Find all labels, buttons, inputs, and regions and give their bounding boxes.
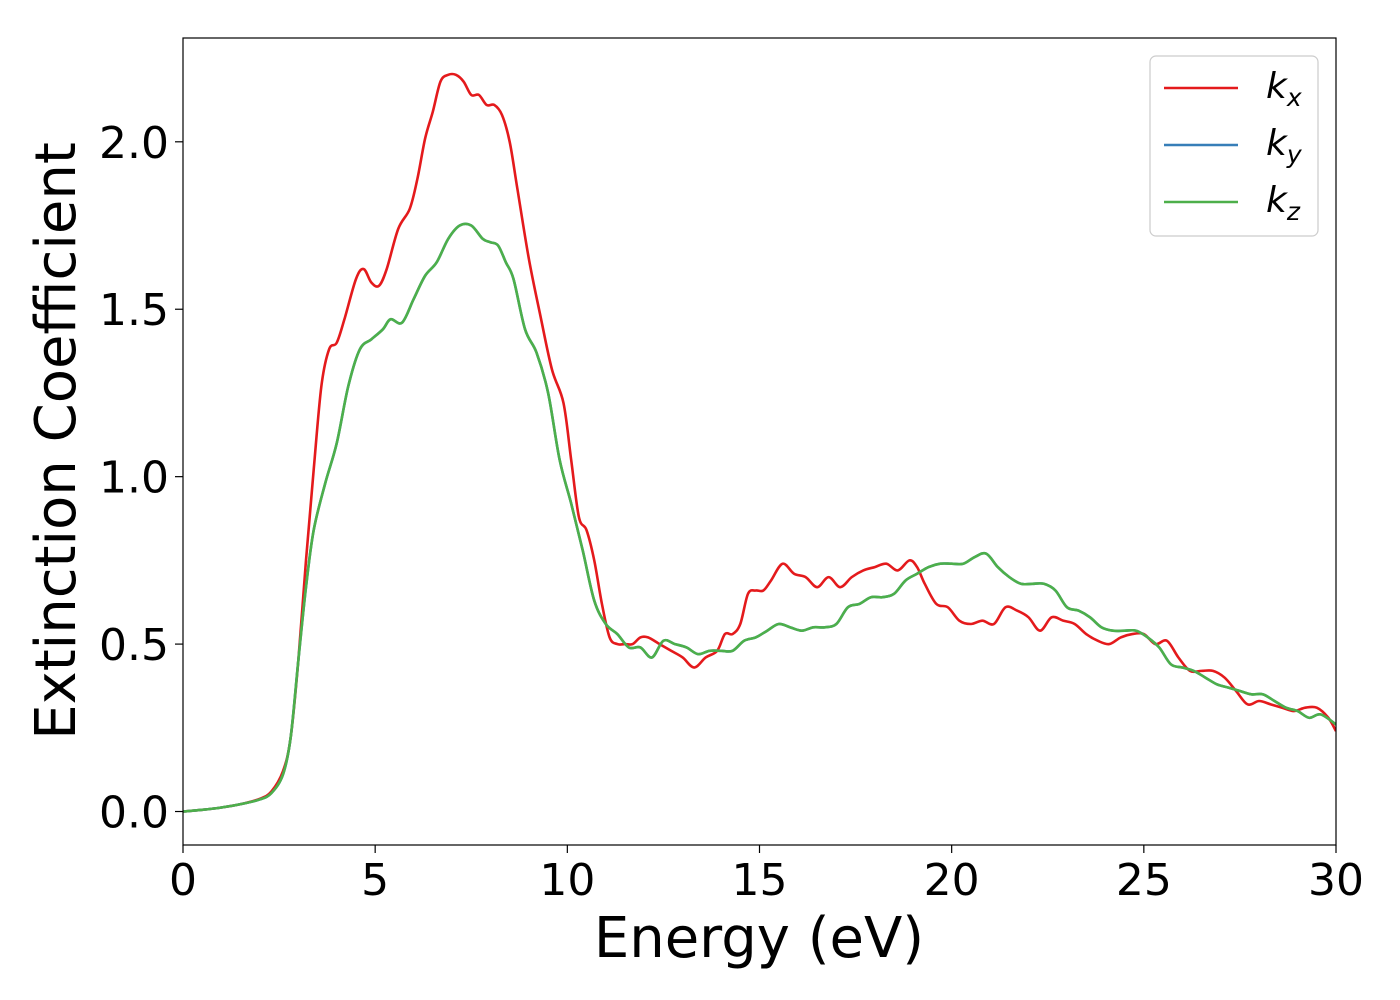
legend-label-sub: x: [1286, 83, 1302, 112]
series-line-kz: [183, 222, 1336, 813]
x-tick-label: 10: [539, 855, 595, 906]
legend-label-kx: kx: [1266, 66, 1302, 112]
y-axis: 0.0 0.5 1.0 1.5 2.0: [99, 118, 183, 839]
x-axis: 0 5 10 15 20 25 30: [169, 845, 1364, 906]
y-tick-label: 0.0: [99, 788, 169, 839]
x-tick-label: 20: [924, 855, 980, 906]
series-layer: [183, 72, 1336, 813]
legend-label-main: k: [1266, 123, 1289, 164]
y-tick-label: 1.5: [99, 285, 169, 336]
legend-label-sub: z: [1286, 197, 1301, 226]
legend-label-main: k: [1266, 66, 1289, 107]
x-tick-label: 30: [1308, 855, 1364, 906]
x-axis-title: Energy (eV): [594, 906, 924, 971]
legend-label-ky: ky: [1266, 123, 1303, 169]
x-tick-label: 5: [361, 855, 389, 906]
y-tick-label: 0.5: [99, 620, 169, 671]
legend-label-main: k: [1266, 180, 1289, 221]
x-tick-label: 0: [169, 855, 197, 906]
y-tick-label: 1.0: [99, 453, 169, 504]
legend-label-sub: y: [1286, 140, 1303, 169]
x-tick-label: 25: [1116, 855, 1172, 906]
y-tick-label: 2.0: [99, 118, 169, 169]
series-line-ky: [183, 222, 1336, 813]
legend-label-kz: kz: [1266, 180, 1301, 226]
x-tick-label: 15: [732, 855, 788, 906]
y-axis-title: Extinction Coefficient: [24, 142, 89, 740]
